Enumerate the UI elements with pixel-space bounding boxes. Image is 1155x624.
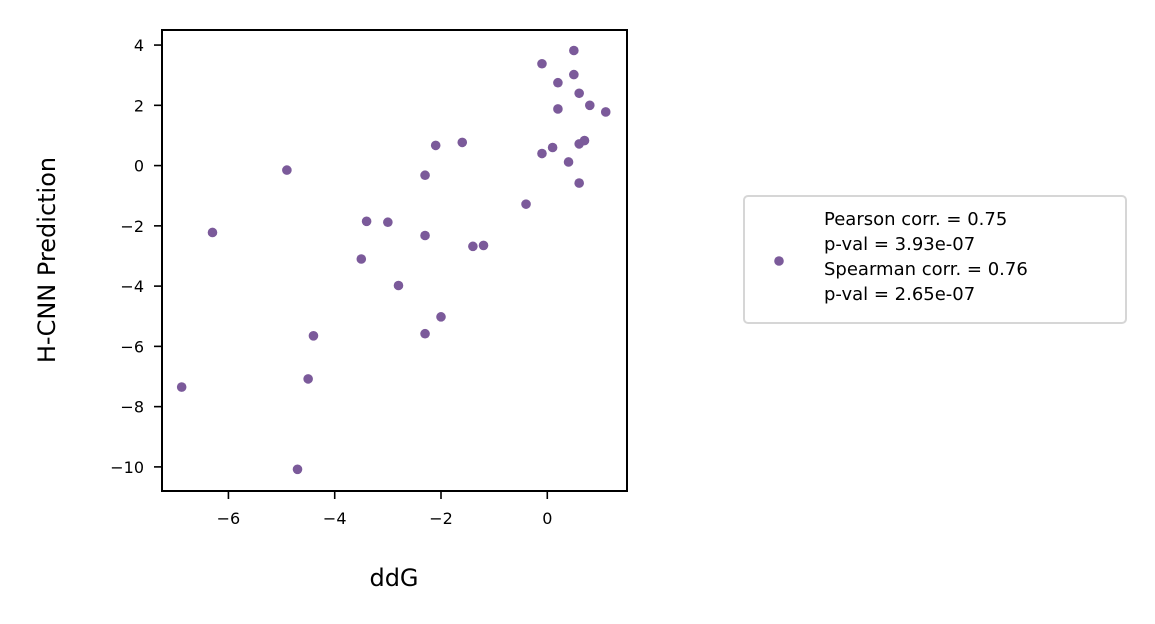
legend-line-pearson: Pearson corr. = 0.75 <box>824 209 1007 230</box>
data-point <box>420 230 430 241</box>
data-point <box>569 69 579 80</box>
legend-box <box>743 195 1127 324</box>
y-tick-label: 4 <box>134 36 144 55</box>
data-point <box>292 464 303 475</box>
data-point <box>579 135 590 146</box>
legend-line-spearman: Spearman corr. = 0.76 <box>824 259 1028 280</box>
data-point <box>457 137 468 148</box>
data-point <box>478 240 489 251</box>
y-tick-label: 0 <box>134 157 144 176</box>
legend-marker <box>774 256 784 266</box>
legend: Pearson corr. = 0.75 p-val = 3.93e-07 Sp… <box>743 195 1127 324</box>
y-tick-label: −6 <box>120 337 144 356</box>
data-point <box>574 178 584 188</box>
y-tick-label: 2 <box>134 96 144 115</box>
data-point <box>383 217 393 228</box>
y-axis-ticks: 4 2 0 −2 −4 −6 −8 −10 <box>110 36 162 477</box>
data-point <box>521 199 531 209</box>
data-point <box>585 100 595 111</box>
data-point <box>207 227 218 238</box>
y-tick-label: −10 <box>110 458 144 477</box>
data-point <box>468 241 478 252</box>
legend-line-pearson-pval: p-val = 3.93e-07 <box>824 234 975 255</box>
data-point <box>600 107 611 117</box>
data-point <box>420 170 430 181</box>
data-point <box>303 374 313 384</box>
x-tick-label: −6 <box>217 509 241 528</box>
data-points <box>176 45 611 475</box>
data-point <box>547 142 558 153</box>
data-point <box>574 88 584 99</box>
y-axis-label: H-CNN Prediction <box>33 157 61 363</box>
data-point <box>420 328 430 339</box>
legend-line-spearman-pval: p-val = 2.65e-07 <box>824 284 975 305</box>
data-point <box>569 45 579 56</box>
data-point <box>176 382 187 392</box>
x-tick-label: −2 <box>429 509 453 528</box>
plot-frame <box>161 29 628 492</box>
x-axis-ticks: −6 −4 −2 0 <box>217 491 552 528</box>
data-point <box>282 165 292 175</box>
data-point <box>563 157 574 167</box>
y-tick-label: −4 <box>120 277 144 296</box>
data-point <box>553 77 563 88</box>
x-tick-label: −4 <box>323 509 347 528</box>
data-point <box>393 280 404 291</box>
y-tick-label: −8 <box>120 398 144 417</box>
x-axis-label: ddG <box>369 564 418 592</box>
data-point <box>356 254 367 264</box>
data-point <box>537 148 547 159</box>
data-point <box>361 216 372 227</box>
data-point <box>430 140 441 151</box>
data-point <box>553 104 563 114</box>
x-tick-label: 0 <box>542 509 552 528</box>
data-point <box>537 58 547 69</box>
y-tick-label: −2 <box>120 217 144 236</box>
data-point <box>308 331 319 341</box>
data-point <box>436 312 446 322</box>
